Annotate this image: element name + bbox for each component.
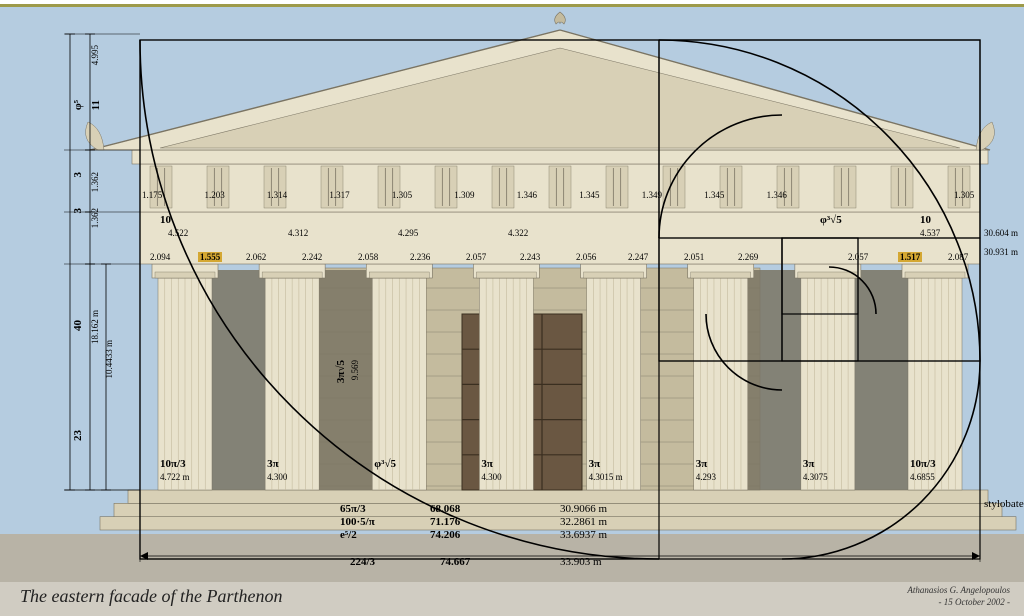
measurement-label: 1.517 [898, 252, 922, 262]
measurement-label: 2.056 [576, 252, 596, 262]
measurement-label: 4.722 m [160, 472, 190, 482]
measurement-label: 3π [481, 458, 493, 470]
measurement-label: 1.345 [704, 190, 724, 200]
measurement-label: 4.995 [90, 45, 100, 65]
measurement-label: 18.162 m [90, 310, 100, 344]
measurement-label: 2.058 [358, 252, 378, 262]
measurement-label: 1.309 [454, 190, 474, 200]
measurement-label: 2.247 [628, 252, 648, 262]
measurement-label: 71.176 [430, 516, 460, 528]
measurement-label: e⁵/2 [340, 529, 357, 541]
measurement-label: 100·5/π [340, 516, 375, 528]
measurement-label: 1.314 [267, 190, 287, 200]
measurement-label: 3π [696, 458, 708, 470]
measurement-label: 4.300 [481, 472, 501, 482]
measurement-label: 10.4433 m [104, 340, 114, 379]
measurement-label: 4.3015 m [589, 472, 623, 482]
measurement-label: 1.175 [142, 190, 162, 200]
measurement-label: 3π√5 [335, 360, 347, 383]
measurement-label: 1.349 [642, 190, 662, 200]
measurement-label: 32.2861 m [560, 516, 607, 528]
measurement-label: 4.6855 [910, 472, 935, 482]
measurement-label: 30.604 m [984, 228, 1018, 238]
credit-line-1: Athanasios G. Angelopoulos [907, 585, 1010, 595]
measurement-label: 2.057 [466, 252, 486, 262]
measurement-label: 23 [72, 430, 84, 441]
measurement-label: 4.295 [398, 228, 418, 238]
measurement-label: φ⁵ [72, 100, 84, 110]
measurement-label: 10 [920, 214, 931, 226]
measurement-label: 33.6937 m [560, 529, 607, 541]
credit-line-2: - 15 October 2002 - [939, 597, 1011, 607]
measurement-label: 2.243 [520, 252, 540, 262]
measurement-label: 1.345 [579, 190, 599, 200]
measurement-label: 3π [267, 458, 279, 470]
measurement-label: 40 [72, 320, 84, 331]
measurement-label: 224/3 [350, 556, 375, 568]
measurement-label: stylobates [984, 498, 1024, 510]
measurement-label: 2.087 [948, 252, 968, 262]
measurement-label: 10π/3 [160, 458, 186, 470]
measurement-label: 1.203 [204, 190, 224, 200]
measurement-label: 30.9066 m [560, 503, 607, 515]
measurement-label: 2.062 [246, 252, 266, 262]
measurement-label: 1.346 [767, 190, 787, 200]
measurement-label: 1.305 [954, 190, 974, 200]
measurement-label: 10 [160, 214, 171, 226]
measurement-label: 2.269 [738, 252, 758, 262]
measurement-label: 9.569 [350, 360, 360, 380]
measurement-label: 1.555 [198, 252, 222, 262]
measurement-label: 2.242 [302, 252, 322, 262]
measurement-label: 3 [72, 172, 84, 178]
measurement-label: 2.236 [410, 252, 430, 262]
main-caption: The eastern facade of the Parthenon [20, 586, 282, 607]
measurement-label: 3π [589, 458, 601, 470]
measurement-label: 3π [803, 458, 815, 470]
measurement-label: 1.362 [90, 208, 100, 228]
measurement-label: 4.3075 [803, 472, 828, 482]
measurement-label: 74.206 [430, 529, 460, 541]
measurement-label: 74.667 [440, 556, 470, 568]
measurement-label: 2.057 [848, 252, 868, 262]
dimension-lines [0, 0, 1024, 616]
measurement-label: 4.300 [267, 472, 287, 482]
measurement-label: 1.346 [517, 190, 537, 200]
measurement-label: φ³√5 [374, 458, 396, 470]
measurement-label: 2.051 [684, 252, 704, 262]
measurement-label: 11 [90, 100, 102, 110]
measurement-label: 68.068 [430, 503, 460, 515]
measurement-label: 4.522 [168, 228, 188, 238]
measurement-label: 3 [72, 208, 84, 214]
measurement-label: 10π/3 [910, 458, 936, 470]
measurement-label: 33.903 m [560, 556, 602, 568]
measurement-label: 2.094 [150, 252, 170, 262]
measurement-label: 1.317 [329, 190, 349, 200]
measurement-label: 4.537 [920, 228, 940, 238]
measurement-label: 4.293 [696, 472, 716, 482]
measurement-label: 1.362 [90, 172, 100, 192]
measurement-label: 4.322 [508, 228, 528, 238]
measurement-label: φ³√5 [820, 214, 842, 226]
measurement-label: 1.305 [392, 190, 412, 200]
measurement-label: 4.312 [288, 228, 308, 238]
measurement-label: 65π/3 [340, 503, 366, 515]
measurement-label: 30.931 m [984, 247, 1018, 257]
